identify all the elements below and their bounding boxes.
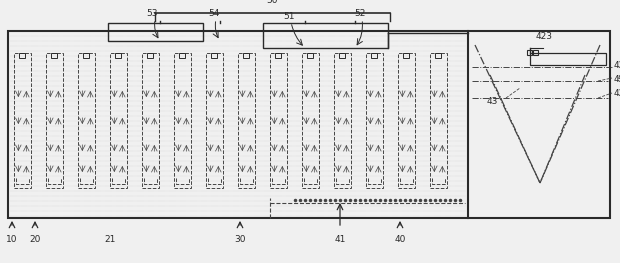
Bar [530,53,606,65]
Bar [270,53,286,188]
Text: 52: 52 [354,9,366,18]
Text: 421: 421 [614,75,620,84]
Bar [51,53,57,58]
Bar [404,53,409,58]
Bar [430,53,446,188]
Bar [533,50,538,55]
Text: 20: 20 [29,235,41,244]
Text: 30: 30 [234,235,246,244]
Bar [19,53,25,58]
Text: 54: 54 [208,9,219,18]
Text: 43: 43 [487,97,498,105]
Text: 10: 10 [6,235,18,244]
Bar [179,53,185,58]
Bar [263,23,388,48]
Text: 422: 422 [614,89,620,98]
Text: 40: 40 [394,235,405,244]
Text: 42: 42 [618,73,620,83]
Bar [108,23,203,41]
Bar [78,53,95,188]
Bar [435,53,441,58]
Text: 41: 41 [334,235,346,244]
Text: 423: 423 [536,32,553,41]
Bar [334,53,351,188]
Bar [211,53,218,58]
Text: 424: 424 [614,62,620,70]
Bar [206,53,223,188]
Bar [302,53,319,188]
Text: 51: 51 [283,12,294,21]
Bar [110,53,126,188]
Bar [174,53,190,188]
Text: 50: 50 [266,0,278,5]
Bar [308,53,313,58]
Bar [339,53,345,58]
Bar [527,50,532,55]
Bar [371,53,378,58]
Bar [398,53,415,188]
Bar [83,53,89,58]
Bar [115,53,122,58]
Bar [148,53,153,58]
Bar [14,53,30,188]
Bar [142,53,159,188]
Bar [366,53,383,188]
Bar [275,53,281,58]
Text: 53: 53 [146,9,157,18]
Bar [46,53,63,188]
Bar [238,53,255,188]
Bar [8,31,610,218]
Bar [243,53,249,58]
Text: 21: 21 [104,235,116,244]
